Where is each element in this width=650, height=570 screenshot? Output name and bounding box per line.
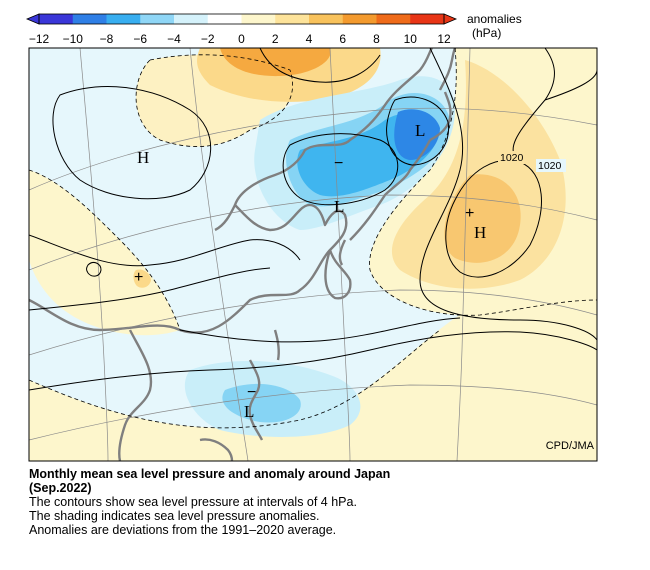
colorbar-cells	[39, 14, 445, 24]
isobar-south-2	[179, 317, 461, 343]
colorbar-tick-label: −6	[133, 32, 147, 46]
anomaly-negative-deep	[394, 109, 440, 160]
label-low-japan: L	[334, 197, 344, 216]
minus-marker-south: −	[247, 384, 256, 401]
label-low-south: L	[244, 402, 254, 421]
colorbar-cell	[376, 14, 411, 24]
colorbar-cell	[410, 14, 445, 24]
caption-line-2: The shading indicates sea level pressure…	[29, 509, 320, 523]
colorbar-tick-label: 8	[373, 32, 380, 46]
colorbar-frame	[38, 13, 445, 25]
coast-korea	[324, 249, 352, 300]
isobar-south-1	[29, 331, 597, 391]
colorbar-cell	[140, 14, 175, 24]
coast-indochina	[118, 329, 153, 461]
coast-sakhalin	[438, 48, 457, 91]
coast-taiwan	[273, 329, 280, 361]
colorbar-tick-label: 10	[404, 32, 418, 46]
caption-line-3: Anomalies are deviations from the 1991–2…	[29, 523, 337, 537]
center-markers: − − + +	[134, 155, 474, 401]
pressure-anomaly-map: H L L H L − − + + 1020 1020	[28, 47, 598, 462]
label-high-northwest: H	[137, 148, 149, 167]
colorbar-tick-label: 6	[339, 32, 346, 46]
colorbar-title: anomalies	[467, 12, 522, 26]
credit-label: CPD/JMA	[545, 440, 594, 452]
caption-title: Monthly mean sea level pressure and anom…	[29, 467, 391, 481]
contour-value-labels: 1020 1020	[498, 151, 566, 172]
anomaly-positive-north-strong	[220, 48, 331, 77]
anomaly-positive-south	[29, 280, 597, 461]
colorbar-tick-label: −8	[100, 32, 114, 46]
colorbar-tick-label: 4	[306, 32, 313, 46]
colorbar-tick-label: −10	[63, 32, 84, 46]
isobar-okhotsk-low	[386, 96, 450, 166]
colorbar-ticks: −12 −10 −8 −6 −4 −2 0 2 4 6 8 10 12	[29, 32, 451, 46]
colorbar-cell	[309, 14, 344, 24]
colorbar-cell	[342, 14, 377, 24]
plus-marker-west: +	[134, 269, 143, 286]
plus-marker-pacific: +	[465, 205, 474, 222]
anomaly-positive-west	[29, 170, 180, 336]
colorbar-tick-label: −12	[29, 32, 50, 46]
colorbar-cell	[72, 14, 107, 24]
colorbar-cell	[174, 14, 209, 24]
caption-line-1: The contours show sea level pressure at …	[29, 495, 357, 509]
label-high-pacific: H	[474, 223, 486, 242]
colorbar-cell	[241, 14, 276, 24]
isobar-west-1	[29, 234, 301, 267]
coast-japan-hokkaido	[429, 91, 452, 142]
isobar-small-ring	[86, 262, 102, 277]
colorbar-unit: (hPa)	[472, 26, 502, 40]
colorbar-cell	[106, 14, 141, 24]
anomaly-negative-south-mid	[222, 383, 301, 423]
colorbar-tick-label: 2	[272, 32, 279, 46]
colorbar-tick-label: −2	[201, 32, 215, 46]
isobar-pacific-high-1020b	[512, 48, 597, 163]
map-frame	[28, 47, 598, 462]
coast-philippines	[248, 359, 264, 441]
contour-label-1020-b: 1020	[538, 160, 562, 172]
colorbar-cell	[39, 14, 74, 24]
coast-japan-honshu	[349, 139, 432, 241]
caption-subtitle: (Sep.2022)	[29, 481, 92, 495]
anomaly-colorbar: −12 −10 −8 −6 −4 −2 0 2 4 6 8 10 12	[25, 13, 458, 46]
isobar-west-2	[29, 267, 271, 311]
anomaly-zero-contours	[29, 48, 597, 429]
graticule	[29, 48, 597, 461]
colorbar-tick-label: 12	[437, 32, 451, 46]
colorbar-tick-label: −4	[167, 32, 181, 46]
colorbar-tick-label: 0	[238, 32, 245, 46]
minus-marker-japan: −	[334, 155, 343, 172]
map-labels: H L L H L	[137, 121, 486, 421]
label-low-okhotsk: L	[415, 121, 425, 140]
colorbar-cell	[207, 14, 242, 24]
isobar-japan-low	[282, 133, 399, 206]
isobar-pacific-outer	[419, 48, 597, 341]
isobar-northwest-high	[52, 86, 212, 200]
anomaly-positive-east-strong	[444, 174, 521, 263]
coast-borneo	[199, 438, 234, 461]
coast-shandong	[214, 204, 237, 232]
figure-caption: Monthly mean sea level pressure and anom…	[29, 467, 629, 537]
anomaly-positive-west-small	[133, 269, 151, 288]
colorbar-cell	[275, 14, 310, 24]
contour-label-1020-a: 1020	[500, 152, 524, 164]
